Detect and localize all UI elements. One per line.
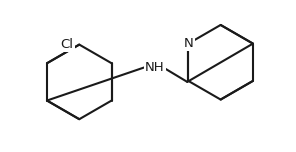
Text: NH: NH bbox=[145, 61, 165, 74]
Text: N: N bbox=[184, 37, 193, 50]
Text: Cl: Cl bbox=[60, 38, 73, 51]
